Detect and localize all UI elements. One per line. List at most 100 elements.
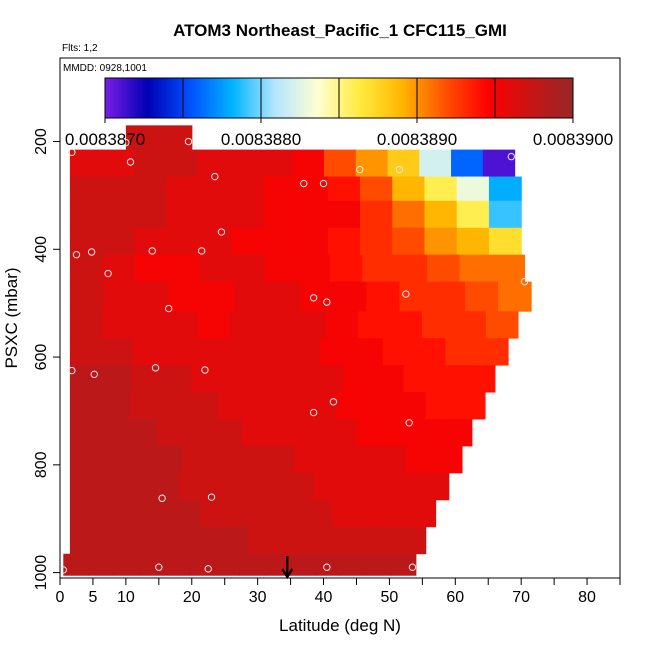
x-tick-label: 5 bbox=[88, 589, 97, 606]
y-tick-label: 800 bbox=[33, 451, 50, 478]
heatmap-cell bbox=[300, 281, 335, 312]
heatmap-cell bbox=[97, 445, 127, 474]
observation-point bbox=[507, 152, 515, 161]
heatmap-cell bbox=[427, 254, 461, 283]
heatmap-cell bbox=[63, 553, 90, 576]
heatmap-cell bbox=[166, 200, 200, 229]
heatmap-cell bbox=[205, 472, 233, 501]
observation-point bbox=[300, 179, 308, 188]
heatmap-cell bbox=[263, 176, 297, 202]
heatmap-cell bbox=[134, 176, 168, 202]
heatmap-cell bbox=[292, 149, 325, 177]
heatmap-cell bbox=[102, 254, 136, 283]
heatmap-cell bbox=[321, 445, 351, 474]
heatmap-cell bbox=[163, 338, 196, 366]
x-tick-label: 40 bbox=[315, 589, 333, 606]
observation-point bbox=[87, 248, 96, 256]
y-tick-label: 200 bbox=[33, 128, 50, 155]
heatmap-cell bbox=[476, 338, 509, 366]
heatmap-cell bbox=[199, 254, 233, 283]
heatmap-cell bbox=[315, 553, 341, 576]
heatmap-cell bbox=[349, 445, 379, 474]
observation-points bbox=[59, 137, 529, 574]
heatmap-cell bbox=[247, 526, 274, 555]
heatmap-cell bbox=[181, 445, 211, 474]
heatmap-cell bbox=[153, 445, 183, 474]
heatmap-cell bbox=[270, 419, 301, 447]
heatmap-cell bbox=[164, 553, 190, 576]
heatmap-cell bbox=[421, 311, 455, 339]
heatmap-cell bbox=[288, 338, 321, 366]
heatmap-cell bbox=[278, 499, 306, 528]
heatmap-cell bbox=[465, 281, 499, 312]
heatmap-cell bbox=[69, 392, 101, 420]
heatmap-cell bbox=[297, 254, 331, 283]
heatmap-cell bbox=[133, 311, 167, 339]
heatmap-cell bbox=[445, 338, 478, 366]
heatmap-cell bbox=[425, 392, 456, 420]
heatmap-cell bbox=[98, 419, 128, 447]
observation-point bbox=[126, 158, 135, 166]
x-tick-label: 70 bbox=[512, 589, 530, 606]
heatmap-cell bbox=[102, 176, 135, 202]
heatmap-cell bbox=[102, 200, 135, 229]
heatmap-cell bbox=[498, 281, 532, 312]
heatmap-cell bbox=[247, 392, 279, 420]
observation-point bbox=[309, 408, 318, 417]
observation-point bbox=[122, 138, 130, 147]
heatmap-cell bbox=[374, 526, 401, 555]
heatmap-cell bbox=[252, 365, 283, 393]
heatmap-cell bbox=[232, 254, 266, 283]
observation-point bbox=[68, 148, 76, 157]
heatmap-cell bbox=[377, 445, 407, 474]
x-tick-label: 50 bbox=[381, 589, 399, 606]
heatmap-cell bbox=[69, 311, 103, 339]
heatmap-cell bbox=[289, 553, 316, 576]
heatmap-cell bbox=[96, 472, 125, 501]
heatmap-cell bbox=[69, 338, 102, 366]
heatmap-cell bbox=[349, 526, 376, 555]
heatmap-cell bbox=[196, 526, 223, 555]
heatmap-cell bbox=[459, 254, 493, 283]
heatmap-cell bbox=[228, 149, 262, 177]
observation-point bbox=[184, 137, 193, 146]
heatmap-cell bbox=[259, 472, 287, 501]
x-tick-label: 20 bbox=[183, 589, 201, 606]
x-tick-label: 60 bbox=[446, 589, 464, 606]
heatmap-cell bbox=[424, 200, 458, 229]
heatmap-cell bbox=[331, 499, 358, 528]
heatmap-cell bbox=[234, 281, 269, 312]
heatmap-cell bbox=[232, 472, 260, 501]
heatmap-cell bbox=[325, 311, 359, 339]
observation-point bbox=[90, 370, 98, 379]
heatmap-cell bbox=[69, 200, 103, 229]
heatmap-cell bbox=[133, 149, 166, 177]
heatmap-cell bbox=[231, 200, 264, 229]
heatmap-cell bbox=[396, 392, 427, 420]
observation-point bbox=[158, 494, 166, 502]
heatmap-cell bbox=[382, 338, 415, 366]
heatmap-cell bbox=[394, 254, 428, 283]
observation-point bbox=[211, 172, 219, 181]
observation-point bbox=[217, 228, 226, 236]
heatmap-cells bbox=[63, 125, 532, 576]
observation-point bbox=[72, 250, 81, 259]
heatmap-cell bbox=[69, 254, 103, 283]
heatmap-cell bbox=[158, 125, 193, 151]
heatmap-cell bbox=[198, 200, 232, 229]
heatmap-cell bbox=[229, 311, 263, 339]
observation-point bbox=[155, 563, 163, 571]
heatmap-cell bbox=[174, 499, 202, 528]
heatmap-cell bbox=[366, 281, 400, 312]
heatmap-cell bbox=[414, 338, 447, 366]
heatmap-cell bbox=[188, 392, 219, 420]
heatmap-cell bbox=[455, 392, 486, 420]
heatmap-cell bbox=[100, 365, 132, 393]
heatmap-cell bbox=[197, 311, 231, 339]
heatmap-cell bbox=[324, 526, 351, 555]
heatmap-cell bbox=[160, 365, 192, 393]
x-tick-label: 0 bbox=[56, 589, 65, 606]
heatmap-cell bbox=[264, 254, 298, 283]
chart-title: ATOM3 Northeast_Pacific_1 CFC115_GMI bbox=[173, 21, 507, 40]
